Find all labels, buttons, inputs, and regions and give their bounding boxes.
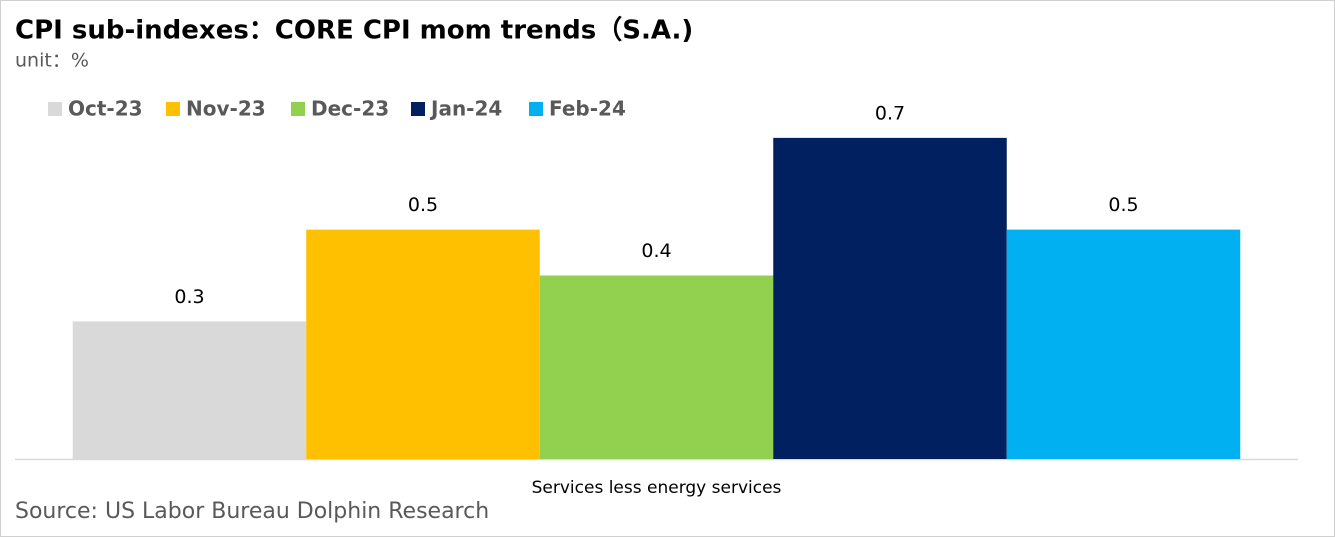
bar (1006, 229, 1241, 459)
legend-label: Nov-23 (186, 97, 266, 121)
bar (72, 321, 307, 459)
legend-label: Oct-23 (68, 97, 143, 121)
legend-swatch (166, 102, 180, 116)
chart-subtitle: unit：% (15, 50, 89, 72)
x-tick-label: Services less energy services (532, 478, 782, 498)
value-label: 0.5 (1108, 194, 1138, 216)
value-label: 0.5 (408, 194, 438, 216)
bar (773, 137, 1007, 459)
bar (306, 229, 540, 459)
legend-label: Jan-24 (429, 97, 502, 121)
value-label: 0.3 (174, 286, 204, 308)
value-label: 0.7 (875, 102, 905, 124)
legend-swatch (291, 102, 305, 116)
chart-title: CPI sub-indexes：CORE CPI mom trends（S.A.… (15, 16, 693, 46)
legend-swatch (48, 102, 62, 116)
legend-label: Dec-23 (311, 97, 389, 121)
bar (539, 275, 774, 459)
legend-swatch (411, 102, 425, 116)
source: Source: US Labor Bureau Dolphin Research (15, 499, 489, 524)
legend-swatch (529, 102, 543, 116)
value-label: 0.4 (641, 240, 671, 262)
legend-label: Feb-24 (549, 97, 626, 121)
